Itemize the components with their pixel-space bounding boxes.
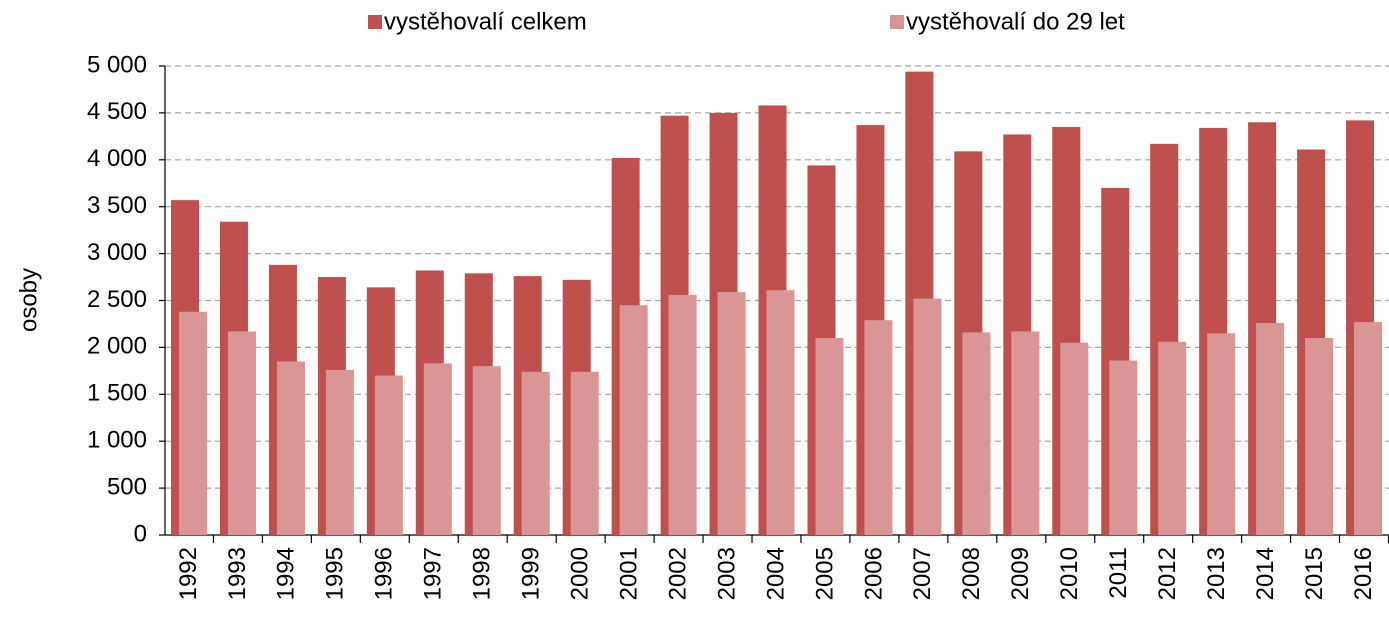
bar [276,361,305,535]
bar [325,369,354,535]
x-tick-label: 2010 [1056,547,1083,600]
y-tick-label: 0 [134,520,147,547]
x-tick-label: 2002 [664,547,691,600]
x-tick-label: 1993 [224,547,251,600]
bar [913,298,942,535]
bar [1060,342,1089,535]
x-tick-label: 1997 [420,547,447,600]
x-tick-label: 2008 [958,547,985,600]
bar [1011,331,1040,535]
bar [521,371,550,535]
bar [815,338,844,535]
x-tick-label: 2005 [811,547,838,600]
bar [766,290,795,535]
bar [619,305,648,535]
bar [1207,333,1236,535]
y-axis-label: osoby [15,268,42,332]
bar [1109,360,1138,535]
y-tick-label: 3 500 [87,192,147,219]
x-tick-label: 1995 [322,547,349,600]
x-tick-label: 2003 [713,547,740,600]
bar [570,371,599,535]
bar [179,311,207,535]
legend-label: vystěhovalí celkem [384,8,587,35]
bar [374,375,403,535]
y-tick-label: 4 500 [87,98,147,125]
x-tick-label: 2016 [1350,547,1377,600]
x-tick-label: 1999 [518,547,545,600]
bar [1256,323,1285,535]
bar [472,366,501,535]
y-tick-label: 4 000 [87,145,147,172]
bar [962,332,991,535]
y-tick-label: 2 500 [87,286,147,313]
x-tick-label: 2000 [567,547,594,600]
y-tick-label: 1 000 [87,427,147,454]
x-tick-label: 2015 [1301,547,1328,600]
bar [1354,322,1383,535]
bar [668,294,697,535]
legend-label: vystěhovalí do 29 let [906,8,1125,35]
x-tick-label: 2004 [762,547,789,600]
y-tick-label: 2 000 [87,333,147,360]
y-tick-label: 5 000 [87,51,147,78]
bar [1305,338,1334,535]
x-tick-label: 2012 [1154,547,1181,600]
bar [717,292,746,535]
x-tick-label: 2014 [1252,547,1279,600]
x-tick-label: 1992 [175,547,202,600]
x-tick-label: 2013 [1203,547,1230,600]
y-tick-label: 1 500 [87,380,147,407]
bar [864,320,893,535]
bar [423,363,452,535]
x-tick-label: 1994 [273,547,300,600]
x-tick-label: 1998 [469,547,496,600]
bar [227,331,256,535]
y-tick-label: 500 [107,473,147,500]
x-tick-label: 2006 [860,547,887,600]
bar [1158,341,1187,535]
legend-swatch [368,15,382,29]
legend-swatch [890,15,904,29]
x-tick-label: 2007 [909,547,936,600]
x-tick-label: 2009 [1007,547,1034,600]
x-tick-label: 2011 [1105,547,1132,599]
y-tick-label: 3 000 [87,239,147,266]
x-tick-label: 2001 [615,547,642,600]
x-tick-label: 1996 [371,547,398,600]
